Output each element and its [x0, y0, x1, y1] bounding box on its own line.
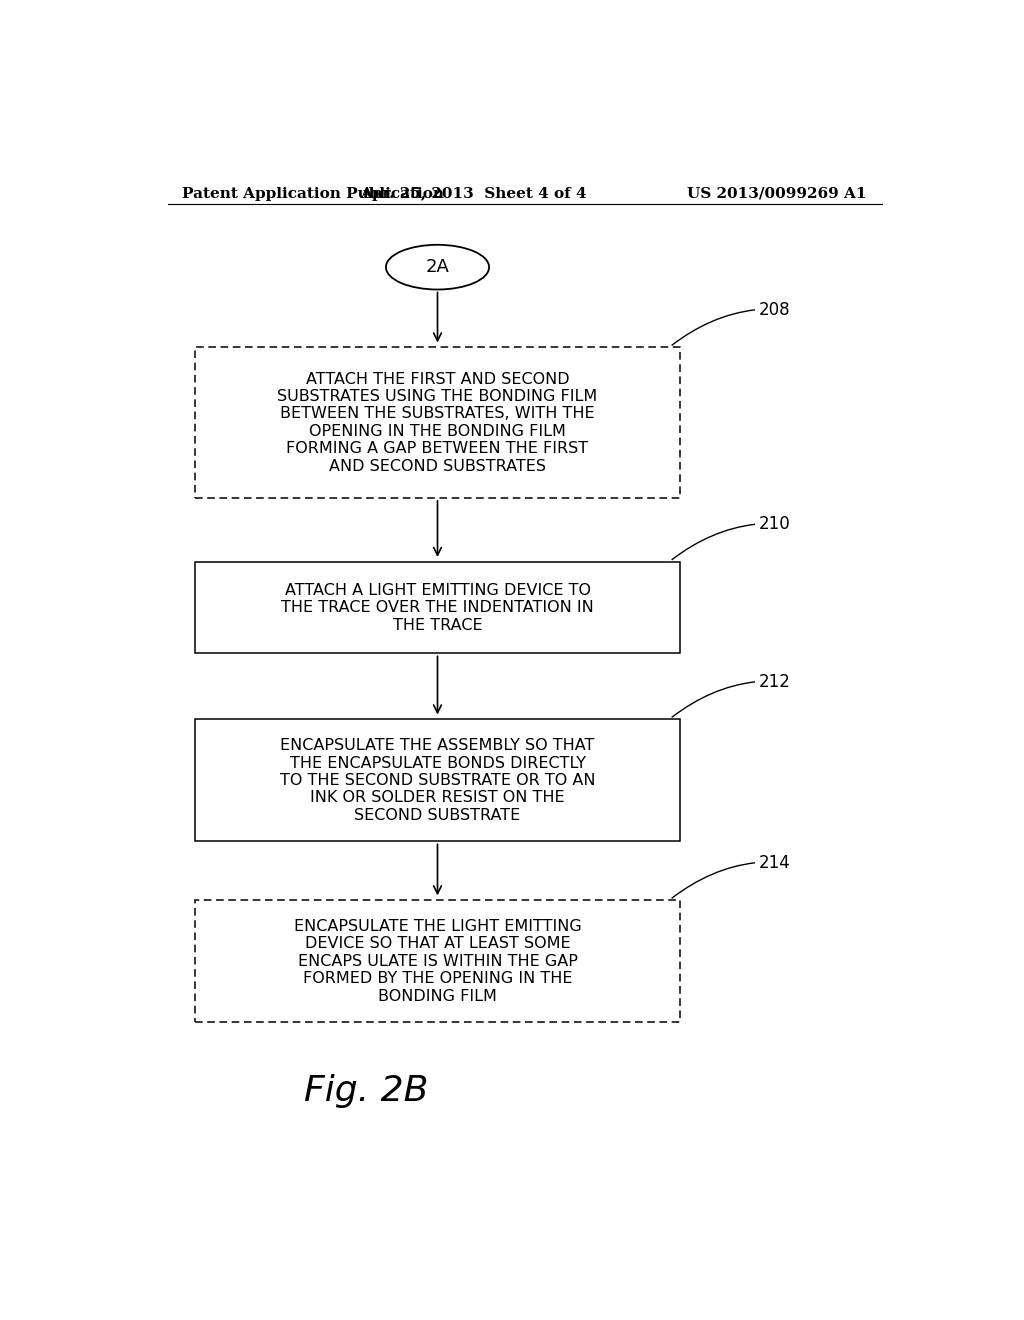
Text: 208: 208 — [759, 301, 791, 319]
Text: Patent Application Publication: Patent Application Publication — [182, 187, 444, 201]
Text: 214: 214 — [759, 854, 791, 871]
Text: ATTACH A LIGHT EMITTING DEVICE TO
THE TRACE OVER THE INDENTATION IN
THE TRACE: ATTACH A LIGHT EMITTING DEVICE TO THE TR… — [282, 582, 594, 632]
Text: Apr. 25, 2013  Sheet 4 of 4: Apr. 25, 2013 Sheet 4 of 4 — [359, 187, 587, 201]
Text: ATTACH THE FIRST AND SECOND
SUBSTRATES USING THE BONDING FILM
BETWEEN THE SUBSTR: ATTACH THE FIRST AND SECOND SUBSTRATES U… — [278, 372, 598, 474]
Text: ENCAPSULATE THE LIGHT EMITTING
DEVICE SO THAT AT LEAST SOME
ENCAPS ULATE IS WITH: ENCAPSULATE THE LIGHT EMITTING DEVICE SO… — [294, 919, 582, 1003]
Text: 212: 212 — [759, 673, 791, 690]
Text: ENCAPSULATE THE ASSEMBLY SO THAT
THE ENCAPSULATE BONDS DIRECTLY
TO THE SECOND SU: ENCAPSULATE THE ASSEMBLY SO THAT THE ENC… — [280, 738, 595, 822]
Text: 2A: 2A — [426, 259, 450, 276]
Text: 210: 210 — [759, 515, 791, 533]
Text: US 2013/0099269 A1: US 2013/0099269 A1 — [686, 187, 866, 201]
Text: Fig. 2B: Fig. 2B — [304, 1074, 428, 1109]
